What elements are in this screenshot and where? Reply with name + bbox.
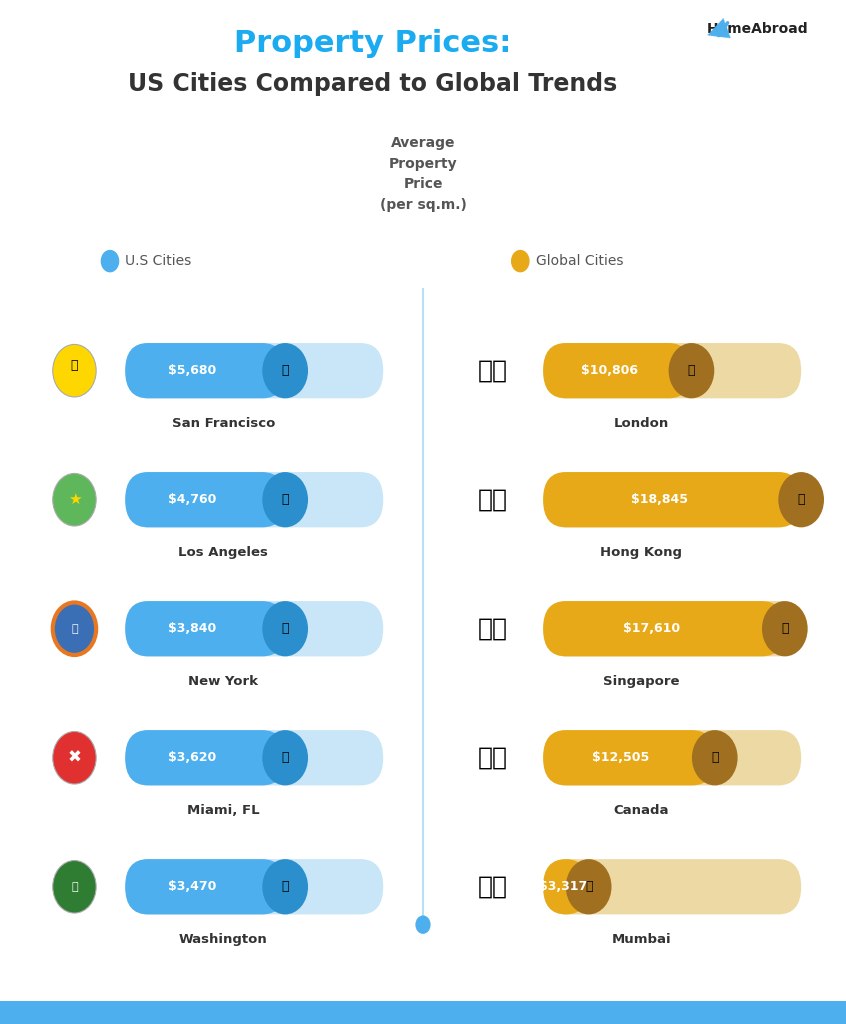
Text: ✖: ✖ [68,749,81,767]
Text: HomeAbroad: HomeAbroad [706,22,808,36]
Text: 💵: 💵 [798,494,805,506]
Text: Singapore: Singapore [603,675,679,688]
Text: U.S Cities: U.S Cities [125,254,191,268]
Text: 🇸🇬: 🇸🇬 [477,616,508,641]
Text: 💵: 💵 [781,623,788,635]
Circle shape [262,859,308,914]
FancyBboxPatch shape [543,343,801,398]
Circle shape [262,601,308,656]
Text: ★: ★ [68,493,81,507]
Text: Mumbai: Mumbai [612,933,671,946]
Text: Miami, FL: Miami, FL [187,804,260,817]
Circle shape [511,250,530,272]
FancyBboxPatch shape [125,730,383,785]
Text: $3,317: $3,317 [540,881,588,893]
FancyBboxPatch shape [543,472,801,527]
Text: Property Prices:: Property Prices: [233,29,511,57]
FancyBboxPatch shape [543,601,801,656]
Text: 🇭🇰: 🇭🇰 [477,487,508,512]
Circle shape [262,343,308,398]
Text: London: London [613,417,669,430]
Text: Washington: Washington [179,933,267,946]
FancyBboxPatch shape [543,601,785,656]
Circle shape [762,601,808,656]
Text: 🦸: 🦸 [71,882,78,892]
Text: 🇬🇧: 🇬🇧 [477,358,508,383]
Text: $3,620: $3,620 [168,752,217,764]
Text: 💵: 💵 [282,881,289,893]
Circle shape [262,730,308,785]
Text: Global Cities: Global Cities [536,254,623,268]
FancyBboxPatch shape [543,730,801,785]
Circle shape [262,472,308,527]
FancyBboxPatch shape [543,859,589,914]
Text: $17,610: $17,610 [624,623,680,635]
Text: Average
Property
Price
(per sq.m.): Average Property Price (per sq.m.) [380,136,466,212]
FancyBboxPatch shape [125,601,285,656]
Circle shape [52,860,96,913]
Circle shape [52,344,96,397]
Text: Los Angeles: Los Angeles [179,546,268,559]
Text: 💵: 💵 [282,623,289,635]
Text: $3,470: $3,470 [168,881,217,893]
Text: 🇨🇦: 🇨🇦 [477,745,508,770]
FancyBboxPatch shape [543,343,691,398]
Text: $10,806: $10,806 [581,365,639,377]
Text: 💵: 💵 [282,365,289,377]
Text: 💵: 💵 [282,494,289,506]
Circle shape [415,915,431,934]
Text: Hong Kong: Hong Kong [600,546,682,559]
FancyBboxPatch shape [125,859,383,914]
FancyBboxPatch shape [125,343,285,398]
FancyBboxPatch shape [543,472,801,527]
Text: ◀: ◀ [701,14,732,47]
Text: New York: New York [189,675,258,688]
Text: San Francisco: San Francisco [172,417,275,430]
FancyBboxPatch shape [125,859,285,914]
FancyBboxPatch shape [125,343,383,398]
FancyBboxPatch shape [125,472,285,527]
Text: ⛪: ⛪ [71,624,78,634]
Text: $18,845: $18,845 [631,494,688,506]
FancyBboxPatch shape [0,1001,846,1024]
Text: 🦅: 🦅 [71,359,78,373]
Text: 💵: 💵 [585,881,592,893]
FancyBboxPatch shape [543,859,801,914]
Circle shape [101,250,119,272]
Circle shape [668,343,714,398]
Text: $4,760: $4,760 [168,494,217,506]
Circle shape [52,473,96,526]
Text: 💵: 💵 [688,365,695,377]
Circle shape [566,859,612,914]
FancyBboxPatch shape [543,730,715,785]
FancyBboxPatch shape [125,472,383,527]
Text: Canada: Canada [613,804,669,817]
Circle shape [692,730,738,785]
Circle shape [778,472,824,527]
Circle shape [52,602,96,655]
Text: 💵: 💵 [282,752,289,764]
Text: $5,680: $5,680 [168,365,217,377]
Circle shape [52,731,96,784]
Text: US Cities Compared to Global Trends: US Cities Compared to Global Trends [128,72,617,96]
FancyBboxPatch shape [125,601,383,656]
Text: $12,505: $12,505 [591,752,649,764]
Text: 💵: 💵 [711,752,718,764]
Text: $3,840: $3,840 [168,623,217,635]
FancyBboxPatch shape [125,730,285,785]
Text: 🇮🇳: 🇮🇳 [477,874,508,899]
